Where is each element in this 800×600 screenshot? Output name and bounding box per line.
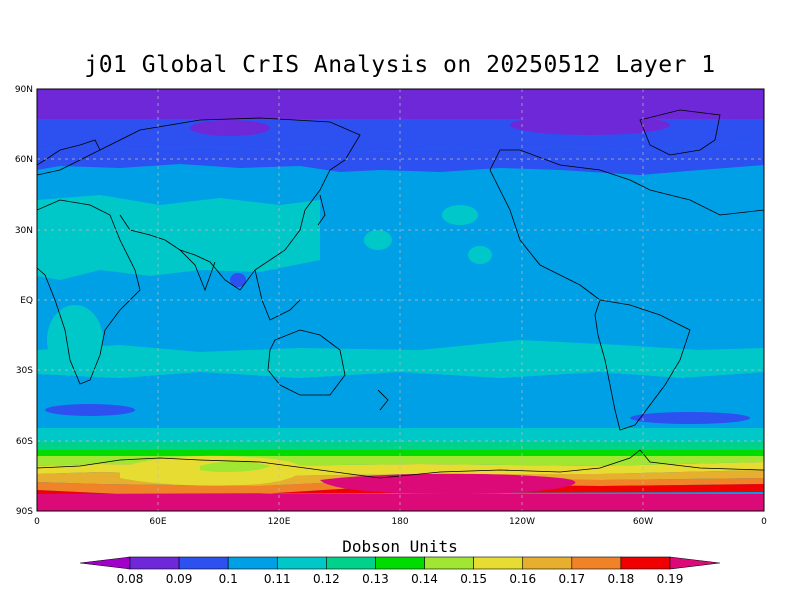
colorbar-swatch (571, 556, 622, 570)
coastline-seasia (254, 269, 301, 321)
lon-label: 60W (633, 517, 653, 527)
colorbar-tick-label: 0.08 (117, 572, 144, 586)
colorbar-swatch (375, 556, 425, 570)
colorbar-tick-label: 0.18 (608, 572, 635, 586)
low-blob-indian (230, 273, 246, 287)
colorbar: 0.08 0.09 0.1 0.11 0.12 0.13 0.14 0.15 0.16 0.17 0… (79, 556, 721, 586)
colorbar-low-arrow (79, 556, 131, 570)
coastline-india (179, 249, 216, 292)
colorbar-tick-label: 0.1 (219, 572, 238, 586)
coastline-greenland (639, 109, 721, 156)
band-south-pole-magenta (37, 494, 764, 511)
colorbar-tick-label: 0.14 (411, 572, 438, 586)
band-north-blue (37, 140, 764, 175)
map-title: j01 Global CrIS Analysis on 20250512 Lay… (84, 52, 716, 78)
lat-label: 60S (16, 437, 33, 447)
lon-label: 120E (268, 517, 291, 527)
map-plot-area (37, 89, 764, 511)
low-blob-south-indian (45, 404, 135, 416)
colorbar-swatch (326, 556, 376, 570)
band-southern-green (37, 442, 764, 450)
map-frame (36, 88, 765, 512)
lat-label: EQ (20, 296, 33, 306)
colorbar-swatch (620, 556, 671, 570)
colorbar-tick-label: 0.12 (313, 572, 340, 586)
colorbar-swatch (178, 556, 229, 570)
teal-blob-pacific-a (442, 205, 478, 225)
lat-axis: 90N 60N 30N EQ 30S 60S 90S (15, 85, 33, 517)
colorbar-tick-label: 0.09 (166, 572, 193, 586)
colorbar-tick-label: 0.19 (657, 572, 684, 586)
coastline-australia (267, 329, 346, 396)
colorbar-swatch (227, 556, 278, 570)
low-blob-arctic-a (190, 120, 270, 136)
antarctic-green-blob (200, 461, 270, 473)
colorbar-swatch (129, 556, 180, 570)
band-southern-orange (37, 478, 764, 494)
colorbar-swatch (473, 556, 524, 570)
colorbar-swatch (276, 556, 327, 570)
low-blob-south-atlantic (630, 412, 750, 424)
colorbar-high-arrow (669, 556, 721, 570)
lon-label: 180 (391, 517, 408, 527)
colorbar-swatch (522, 556, 573, 570)
band-south-ocean-blue (37, 398, 764, 426)
colorbar-tick-label: 0.16 (509, 572, 536, 586)
lon-label: 60E (149, 517, 166, 527)
lat-label: 90S (16, 507, 33, 517)
southern-magenta-blob (320, 473, 576, 494)
band-southern-bright-green (37, 450, 764, 456)
lon-axis: 0 60E 120E 180 120W 60W 0 (34, 517, 767, 527)
colorbar-tick-label: 0.15 (460, 572, 487, 586)
lon-label: 120W (509, 517, 535, 527)
band-north-teal (37, 195, 320, 280)
teal-blob-pacific-c (468, 246, 492, 264)
coastline-europe (37, 139, 101, 176)
colorbar-swatch (424, 556, 474, 570)
coastline-japan (317, 194, 326, 226)
teal-blob-pacific-b (364, 230, 392, 250)
band-southern-teal (37, 428, 764, 442)
coastline-new-zealand (377, 389, 389, 411)
graticule (37, 89, 764, 511)
coastline-south-america (594, 299, 691, 431)
coastline-asia (99, 117, 361, 291)
lon-label: 0 (34, 517, 40, 527)
band-south-teal (37, 340, 764, 378)
colorbar-tick-label: 0.17 (558, 572, 585, 586)
lon-label: 0 (761, 517, 767, 527)
lat-label: 30N (15, 226, 33, 236)
lat-label: 90N (15, 85, 33, 95)
colorbar-tick-label: 0.13 (362, 572, 389, 586)
colorbar-tick-label: 0.11 (264, 572, 291, 586)
lat-label: 60N (15, 155, 33, 165)
lat-label: 30S (16, 366, 33, 376)
coastline-north-america (489, 149, 764, 301)
colorbar-units-label: Dobson Units (342, 537, 458, 556)
coastline-africa (37, 199, 141, 385)
teal-blob-africa (47, 305, 103, 375)
band-arctic-deep (37, 89, 764, 119)
low-blob-arctic-b (510, 115, 670, 135)
